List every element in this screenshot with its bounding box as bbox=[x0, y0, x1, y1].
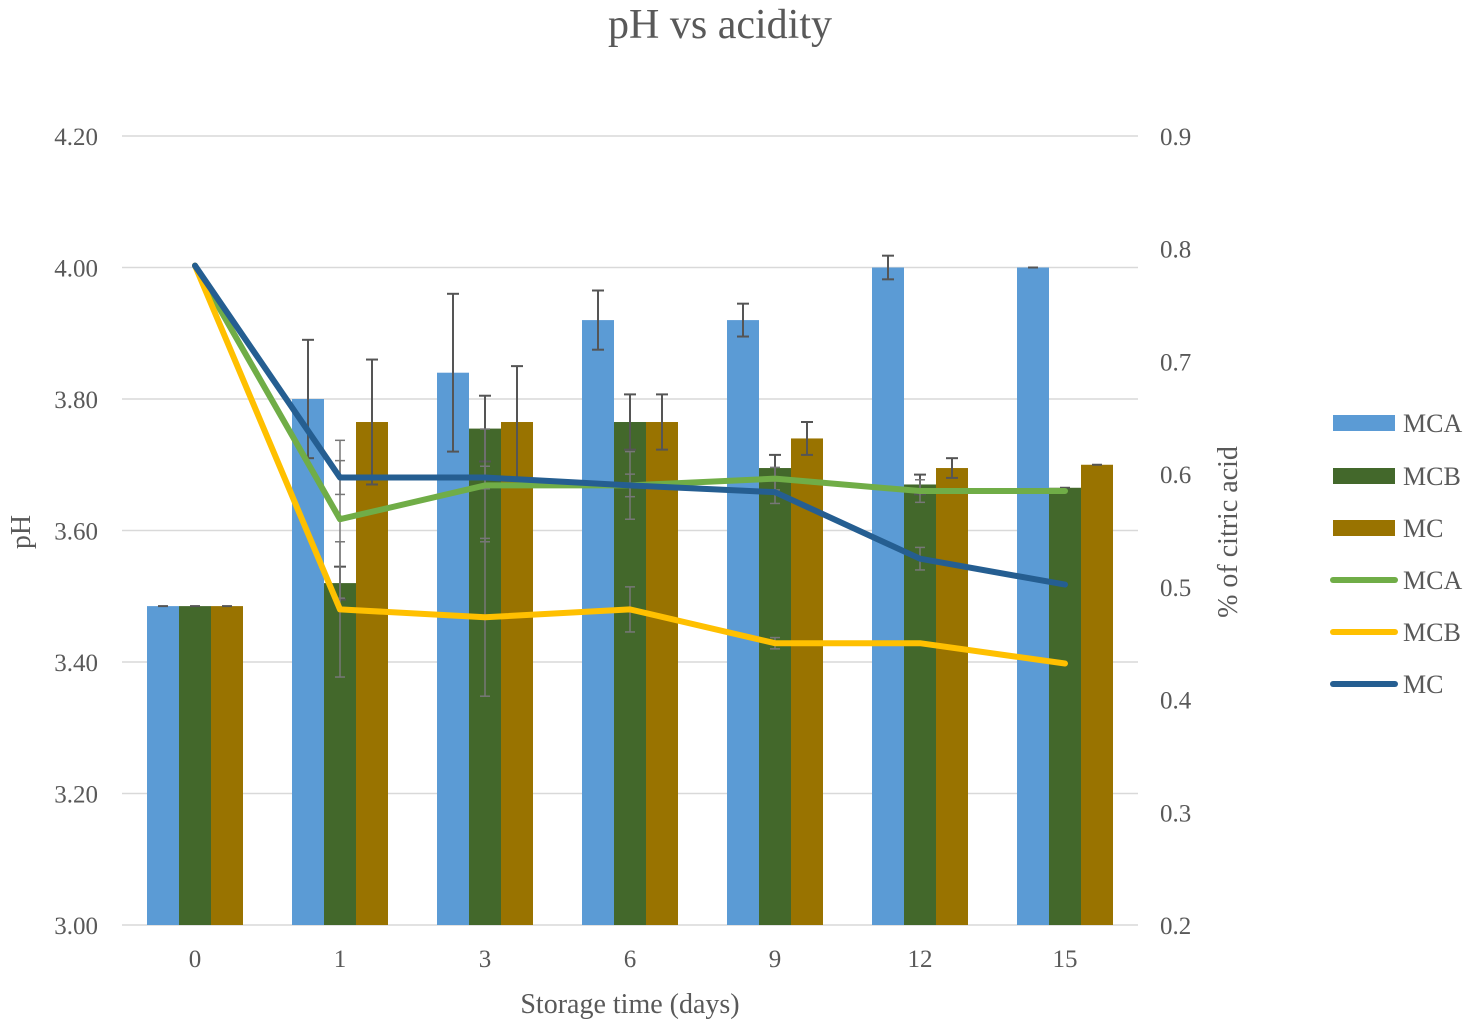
line-mc bbox=[192, 262, 1068, 588]
y-tick-label: 3.20 bbox=[54, 782, 98, 809]
error-bar bbox=[592, 289, 604, 351]
y2-tick-label: 0.2 bbox=[1160, 913, 1191, 940]
bar-mc-15 bbox=[1081, 464, 1113, 925]
y-tick-label: 3.40 bbox=[54, 650, 98, 677]
x-tick-label: 1 bbox=[334, 946, 347, 973]
bar-mca-3 bbox=[437, 372, 469, 925]
y2-tick-label: 0.9 bbox=[1160, 124, 1191, 151]
bar-mc-3 bbox=[501, 422, 533, 925]
y-tick-label: 3.60 bbox=[54, 519, 98, 546]
series-lines bbox=[192, 262, 1068, 667]
x-tick-label: 12 bbox=[908, 946, 933, 973]
y-axis-tick-labels: 3.00 3.20 3.40 3.60 3.80 4.00 4.20 bbox=[54, 124, 98, 940]
x-tick-label: 3 bbox=[479, 946, 492, 973]
bar-mca-15 bbox=[1017, 267, 1049, 925]
error-bar bbox=[737, 302, 749, 338]
bar-mcb-9 bbox=[759, 468, 791, 925]
error-bar bbox=[946, 457, 958, 479]
bar-mc-1 bbox=[356, 422, 388, 925]
chart-title: pH vs acidity bbox=[608, 2, 832, 48]
bar-mca-12 bbox=[872, 267, 904, 925]
line-mcb bbox=[192, 262, 1068, 667]
legend-label: MCA bbox=[1403, 566, 1462, 595]
bar-mc-12 bbox=[936, 468, 968, 925]
error-bar bbox=[882, 254, 894, 281]
error-bar bbox=[624, 393, 636, 451]
y2-axis-tick-labels: 0.2 0.3 0.4 0.5 0.6 0.7 0.8 0.9 bbox=[1160, 124, 1192, 940]
error-bar bbox=[656, 393, 668, 451]
y2-tick-label: 0.6 bbox=[1160, 462, 1191, 489]
bar-mcb-0 bbox=[179, 606, 211, 925]
bar-mca-0 bbox=[147, 606, 179, 925]
y2-tick-label: 0.7 bbox=[1160, 349, 1191, 376]
bar-mca-9 bbox=[727, 320, 759, 926]
legend-label: MC bbox=[1403, 514, 1443, 543]
y-axis-title: pH bbox=[6, 515, 37, 549]
x-tick-label: 15 bbox=[1053, 946, 1078, 973]
legend-label: MCB bbox=[1403, 618, 1461, 647]
bar-mcb-15 bbox=[1049, 487, 1081, 925]
x-tick-label: 9 bbox=[769, 946, 782, 973]
x-axis-title: Storage time (days) bbox=[520, 989, 739, 1020]
y2-tick-label: 0.5 bbox=[1160, 575, 1191, 602]
bar-mc-9 bbox=[791, 438, 823, 925]
y2-axis-title: % of citric acid bbox=[1213, 446, 1244, 618]
bars bbox=[147, 267, 1113, 926]
error-bar bbox=[801, 421, 813, 456]
y2-tick-label: 0.4 bbox=[1160, 688, 1192, 715]
legend-label: MC bbox=[1403, 670, 1443, 699]
error-bar bbox=[366, 358, 378, 486]
x-tick-label: 6 bbox=[624, 946, 637, 973]
x-tick-label: 0 bbox=[189, 946, 202, 973]
y-tick-label: 3.00 bbox=[54, 913, 98, 940]
legend-swatch-bar-mc bbox=[1333, 520, 1395, 536]
bar-mca-6 bbox=[582, 320, 614, 926]
bar-mc-0 bbox=[211, 606, 243, 925]
legend-swatch-bar-mca bbox=[1333, 415, 1395, 431]
y-tick-label: 3.80 bbox=[54, 387, 98, 414]
legend-label: MCA bbox=[1403, 409, 1462, 438]
x-axis-tick-labels: 0 1 3 6 9 12 15 bbox=[189, 946, 1078, 973]
error-bar bbox=[447, 292, 459, 453]
legend-label: MCB bbox=[1403, 462, 1461, 491]
y-tick-label: 4.20 bbox=[54, 124, 98, 151]
legend-swatch-bar-mcb bbox=[1333, 468, 1395, 484]
y2-tick-label: 0.3 bbox=[1160, 800, 1191, 827]
y-tick-label: 4.00 bbox=[54, 256, 98, 283]
y2-tick-label: 0.8 bbox=[1160, 237, 1191, 264]
legend: MCA MCB MC MCA MCB MC bbox=[1330, 409, 1462, 699]
bar-mc-6 bbox=[646, 422, 678, 925]
